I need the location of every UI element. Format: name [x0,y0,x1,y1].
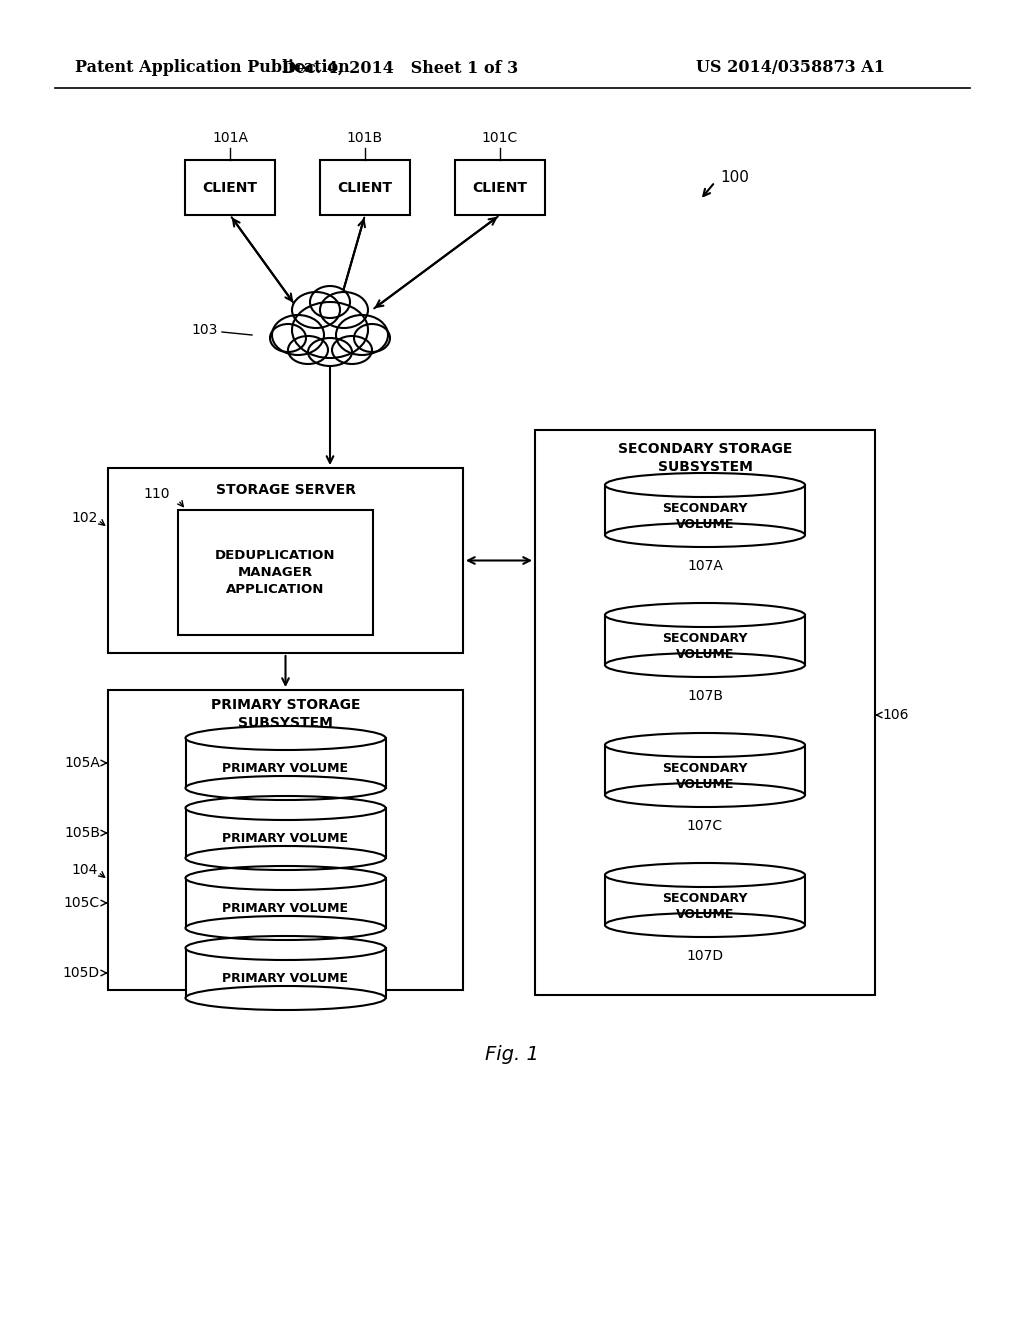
Text: STORAGE SERVER: STORAGE SERVER [215,483,355,498]
Text: PRIMARY VOLUME: PRIMARY VOLUME [222,763,348,776]
Text: 107A: 107A [687,558,723,573]
Ellipse shape [605,863,805,887]
Ellipse shape [319,292,368,327]
Ellipse shape [185,916,385,940]
Text: 106: 106 [882,708,908,722]
Ellipse shape [605,783,805,807]
Polygon shape [605,744,805,795]
Text: 107B: 107B [687,689,723,704]
Text: 107C: 107C [687,818,723,833]
Ellipse shape [605,473,805,498]
Text: Fig. 1: Fig. 1 [485,1045,539,1064]
Ellipse shape [605,733,805,756]
Ellipse shape [332,337,372,364]
Polygon shape [605,875,805,925]
Polygon shape [185,738,385,788]
Text: SECONDARY
VOLUME: SECONDARY VOLUME [663,762,748,791]
Ellipse shape [605,603,805,627]
Ellipse shape [288,337,328,364]
Text: 105C: 105C [63,896,100,909]
Text: 105B: 105B [63,826,100,840]
Ellipse shape [185,986,385,1010]
Ellipse shape [185,776,385,800]
Text: 105A: 105A [65,756,100,770]
Ellipse shape [185,936,385,960]
Ellipse shape [354,323,390,352]
Bar [535,430,874,995]
Bar [455,160,545,215]
Text: SECONDARY STORAGE
SUBSYSTEM: SECONDARY STORAGE SUBSYSTEM [617,442,793,474]
Text: 101A: 101A [212,131,248,145]
Text: 102: 102 [72,511,98,525]
Polygon shape [185,808,385,858]
Text: 107D: 107D [686,949,724,964]
Text: DEDUPLICATION
MANAGER
APPLICATION: DEDUPLICATION MANAGER APPLICATION [215,549,336,597]
Ellipse shape [185,846,385,870]
Ellipse shape [292,302,368,358]
Ellipse shape [336,315,388,355]
Text: 110: 110 [143,487,170,502]
Text: SECONDARY
VOLUME: SECONDARY VOLUME [663,891,748,920]
Ellipse shape [605,913,805,937]
Polygon shape [605,615,805,665]
Text: 101B: 101B [347,131,383,145]
Text: PRIMARY VOLUME: PRIMARY VOLUME [222,973,348,986]
Text: US 2014/0358873 A1: US 2014/0358873 A1 [695,59,885,77]
Ellipse shape [185,726,385,750]
Polygon shape [185,948,385,998]
Text: PRIMARY STORAGE
SUBSYSTEM: PRIMARY STORAGE SUBSYSTEM [211,698,360,730]
Polygon shape [605,484,805,535]
Bar [108,469,463,653]
Bar [178,510,373,635]
Text: Patent Application Publication: Patent Application Publication [75,59,350,77]
Ellipse shape [185,866,385,890]
Text: Dec. 4, 2014   Sheet 1 of 3: Dec. 4, 2014 Sheet 1 of 3 [282,59,518,77]
Text: 100: 100 [720,170,749,186]
Text: 104: 104 [72,863,98,876]
Ellipse shape [272,315,324,355]
Polygon shape [185,878,385,928]
Text: CLIENT: CLIENT [203,181,257,194]
Ellipse shape [605,523,805,546]
Bar [319,160,410,215]
Ellipse shape [292,292,340,327]
Bar [185,160,275,215]
Text: PRIMARY VOLUME: PRIMARY VOLUME [222,833,348,846]
Text: CLIENT: CLIENT [472,181,527,194]
Text: SECONDARY
VOLUME: SECONDARY VOLUME [663,502,748,531]
Text: 101C: 101C [482,131,518,145]
Text: SECONDARY
VOLUME: SECONDARY VOLUME [663,631,748,660]
Bar [108,690,463,990]
Ellipse shape [185,796,385,820]
Text: PRIMARY VOLUME: PRIMARY VOLUME [222,903,348,916]
Text: 105D: 105D [62,966,100,979]
Ellipse shape [310,286,350,318]
Text: 103: 103 [191,323,218,337]
Text: CLIENT: CLIENT [338,181,392,194]
Ellipse shape [308,338,352,366]
Ellipse shape [605,653,805,677]
Ellipse shape [270,323,306,352]
